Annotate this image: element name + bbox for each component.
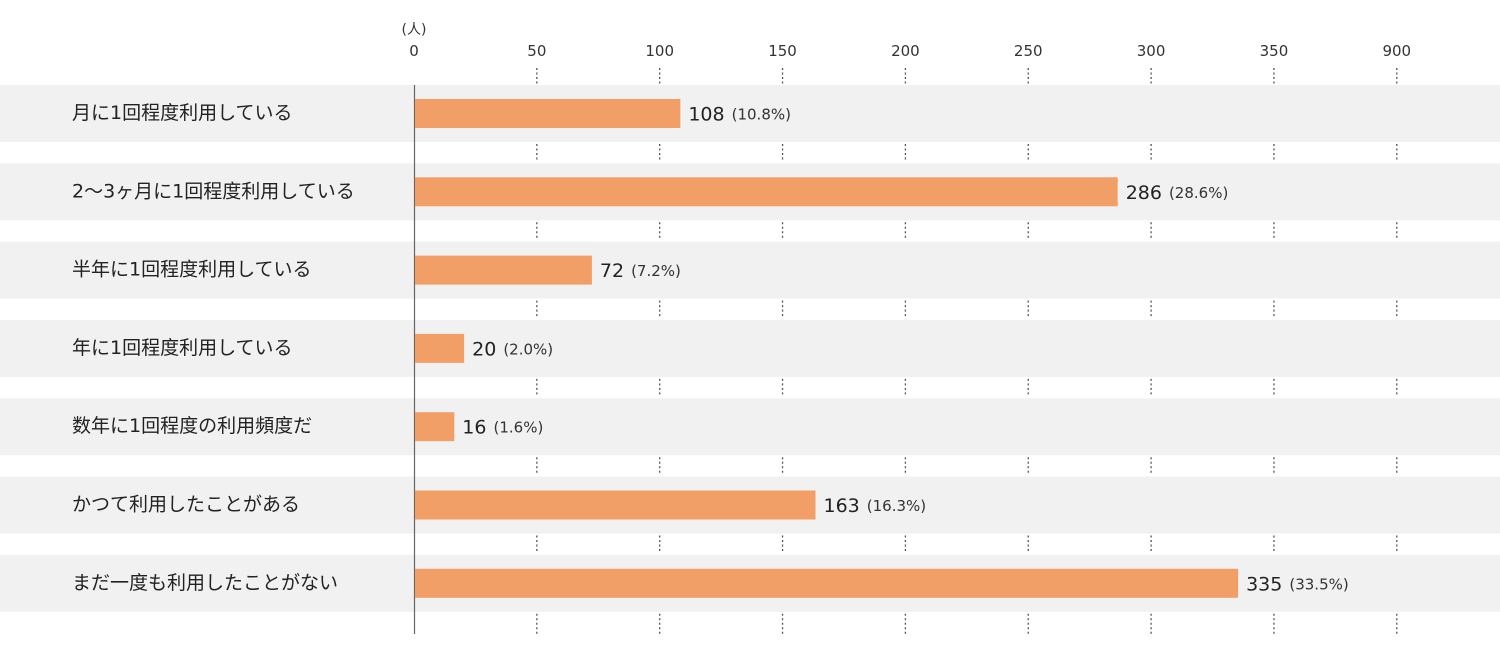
bar-percent: (33.5%) — [1289, 575, 1348, 593]
bars — [415, 99, 1239, 598]
bar-value-label: 16 (1.6%) — [462, 416, 543, 438]
bar-value: 163 — [823, 495, 859, 517]
x-tick-label: 250 — [1014, 42, 1043, 60]
row-band — [0, 85, 1500, 142]
x-tick-label: 0 — [409, 42, 419, 60]
category-label: 半年に1回程度利用している — [72, 259, 312, 281]
bar — [415, 412, 455, 442]
bar-value: 286 — [1126, 181, 1162, 203]
x-tick-label: 150 — [768, 42, 797, 60]
category-label: 年に1回程度利用している — [72, 337, 293, 359]
bar — [415, 177, 1118, 207]
bar — [415, 255, 592, 285]
bar-value: 335 — [1246, 573, 1282, 595]
bar-value-label: 108 (10.8%) — [688, 103, 791, 125]
x-axis-unit-label: (人) — [402, 22, 427, 38]
gridlines — [536, 68, 1398, 634]
bar-percent: (10.8%) — [732, 105, 791, 123]
row-band — [0, 398, 1500, 456]
x-tick-label: 200 — [891, 42, 920, 60]
bar-percent: (16.3%) — [867, 497, 926, 515]
bar-percent: (28.6%) — [1169, 183, 1228, 201]
bar-value-label: 20 (2.0%) — [472, 338, 553, 360]
x-tick-label: 300 — [1137, 42, 1166, 60]
bar — [415, 333, 465, 363]
category-labels: 月に1回程度利用している 108 (10.8%) 2〜3ヶ月に1回程度利用している 28… — [72, 102, 1349, 595]
bar-value: 108 — [688, 103, 724, 125]
bar-percent: (1.6%) — [493, 418, 543, 436]
x-tick-label: 350 — [1260, 42, 1289, 60]
x-tick-label: 900 — [1382, 42, 1411, 60]
bar-value: 72 — [600, 260, 624, 282]
category-label: かつて利用したことがある — [72, 494, 300, 516]
bar-value-label: 335 (33.5%) — [1246, 573, 1349, 595]
bar — [415, 99, 681, 128]
bar-value: 16 — [462, 416, 486, 438]
row-band — [0, 241, 1500, 299]
bar-value-label: 72 (7.2%) — [600, 260, 681, 282]
category-label: 数年に1回程度の利用頻度だ — [72, 415, 312, 437]
bar-value-label: 163 (16.3%) — [823, 495, 926, 517]
x-tick-label: 50 — [527, 42, 546, 60]
category-label: まだ一度も利用したことがない — [72, 572, 338, 594]
bar-percent: (7.2%) — [631, 262, 681, 280]
x-axis-ticks: 0 50 100 150 200 250 300 350 900 — [409, 42, 1411, 60]
category-label: 2〜3ヶ月に1回程度利用している — [72, 180, 355, 202]
category-label: 月に1回程度利用している — [72, 102, 293, 124]
bar — [415, 568, 1239, 598]
bar-value: 20 — [472, 338, 496, 360]
bar — [415, 490, 816, 520]
row-band — [0, 319, 1500, 377]
bar-value-label: 286 (28.6%) — [1126, 181, 1229, 203]
x-tick-label: 100 — [645, 42, 674, 60]
bar-percent: (2.0%) — [503, 340, 553, 358]
